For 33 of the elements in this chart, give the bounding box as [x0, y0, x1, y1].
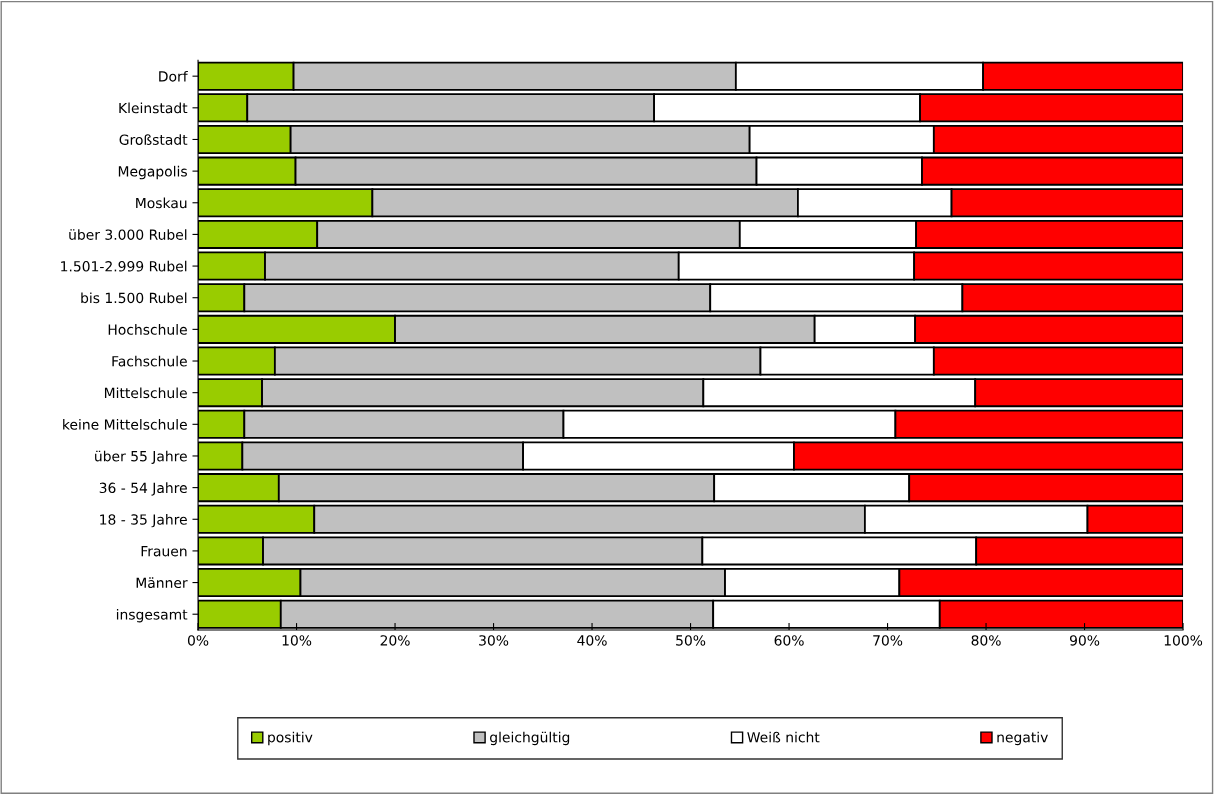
x-tick-label: 70% [873, 635, 903, 646]
x-tick-label: 80% [971, 635, 1001, 646]
y-tick-label: Großstadt [119, 134, 188, 145]
y-tick-label: 1.501-2.999 Rubel [61, 260, 187, 272]
y-tick-label: Mittelschule [104, 387, 187, 399]
y-tick-label: Moskau [136, 197, 187, 209]
y-tick-label: Kleinstadt [119, 102, 188, 114]
y-tick-label: insgesamt [116, 608, 188, 623]
x-tick-label: 30% [479, 635, 509, 646]
y-tick-label: Fachschule [112, 355, 187, 367]
y-tick-label: Hochschule [108, 324, 187, 335]
y-tick-label: 36 - 54 Jahre [99, 482, 187, 496]
x-tick-label: 100% [1164, 635, 1203, 646]
y-tick-label: Frauen [141, 546, 187, 557]
x-tick-label: 40% [577, 635, 607, 646]
y-tick-label: Männer [136, 577, 188, 589]
legend-label: Weiß nicht [747, 731, 820, 743]
x-tick-label: 90% [1069, 635, 1100, 646]
legend-label: gleichgültig [490, 731, 570, 746]
x-tick-label: 60% [774, 635, 804, 646]
y-tick-label: 18 - 35 Jahre [100, 513, 187, 528]
y-tick-label: Megapolis [118, 165, 187, 180]
legend-label: positiv [268, 731, 313, 746]
legend-label: negativ [997, 731, 1048, 746]
y-tick-label: Dorf [159, 70, 188, 82]
y-tick-label: keine Mittelschule [63, 419, 187, 430]
x-tick-label: 10% [282, 635, 312, 646]
y-tick-label: über 55 Jahre [95, 450, 187, 465]
x-tick-label: 0% [187, 635, 209, 646]
x-tick-label: 50% [676, 635, 706, 646]
y-tick-label: bis 1.500 Rubel [81, 292, 187, 304]
x-tick-label: 20% [380, 635, 410, 646]
y-tick-label: über 3.000 Rubel [69, 229, 187, 240]
